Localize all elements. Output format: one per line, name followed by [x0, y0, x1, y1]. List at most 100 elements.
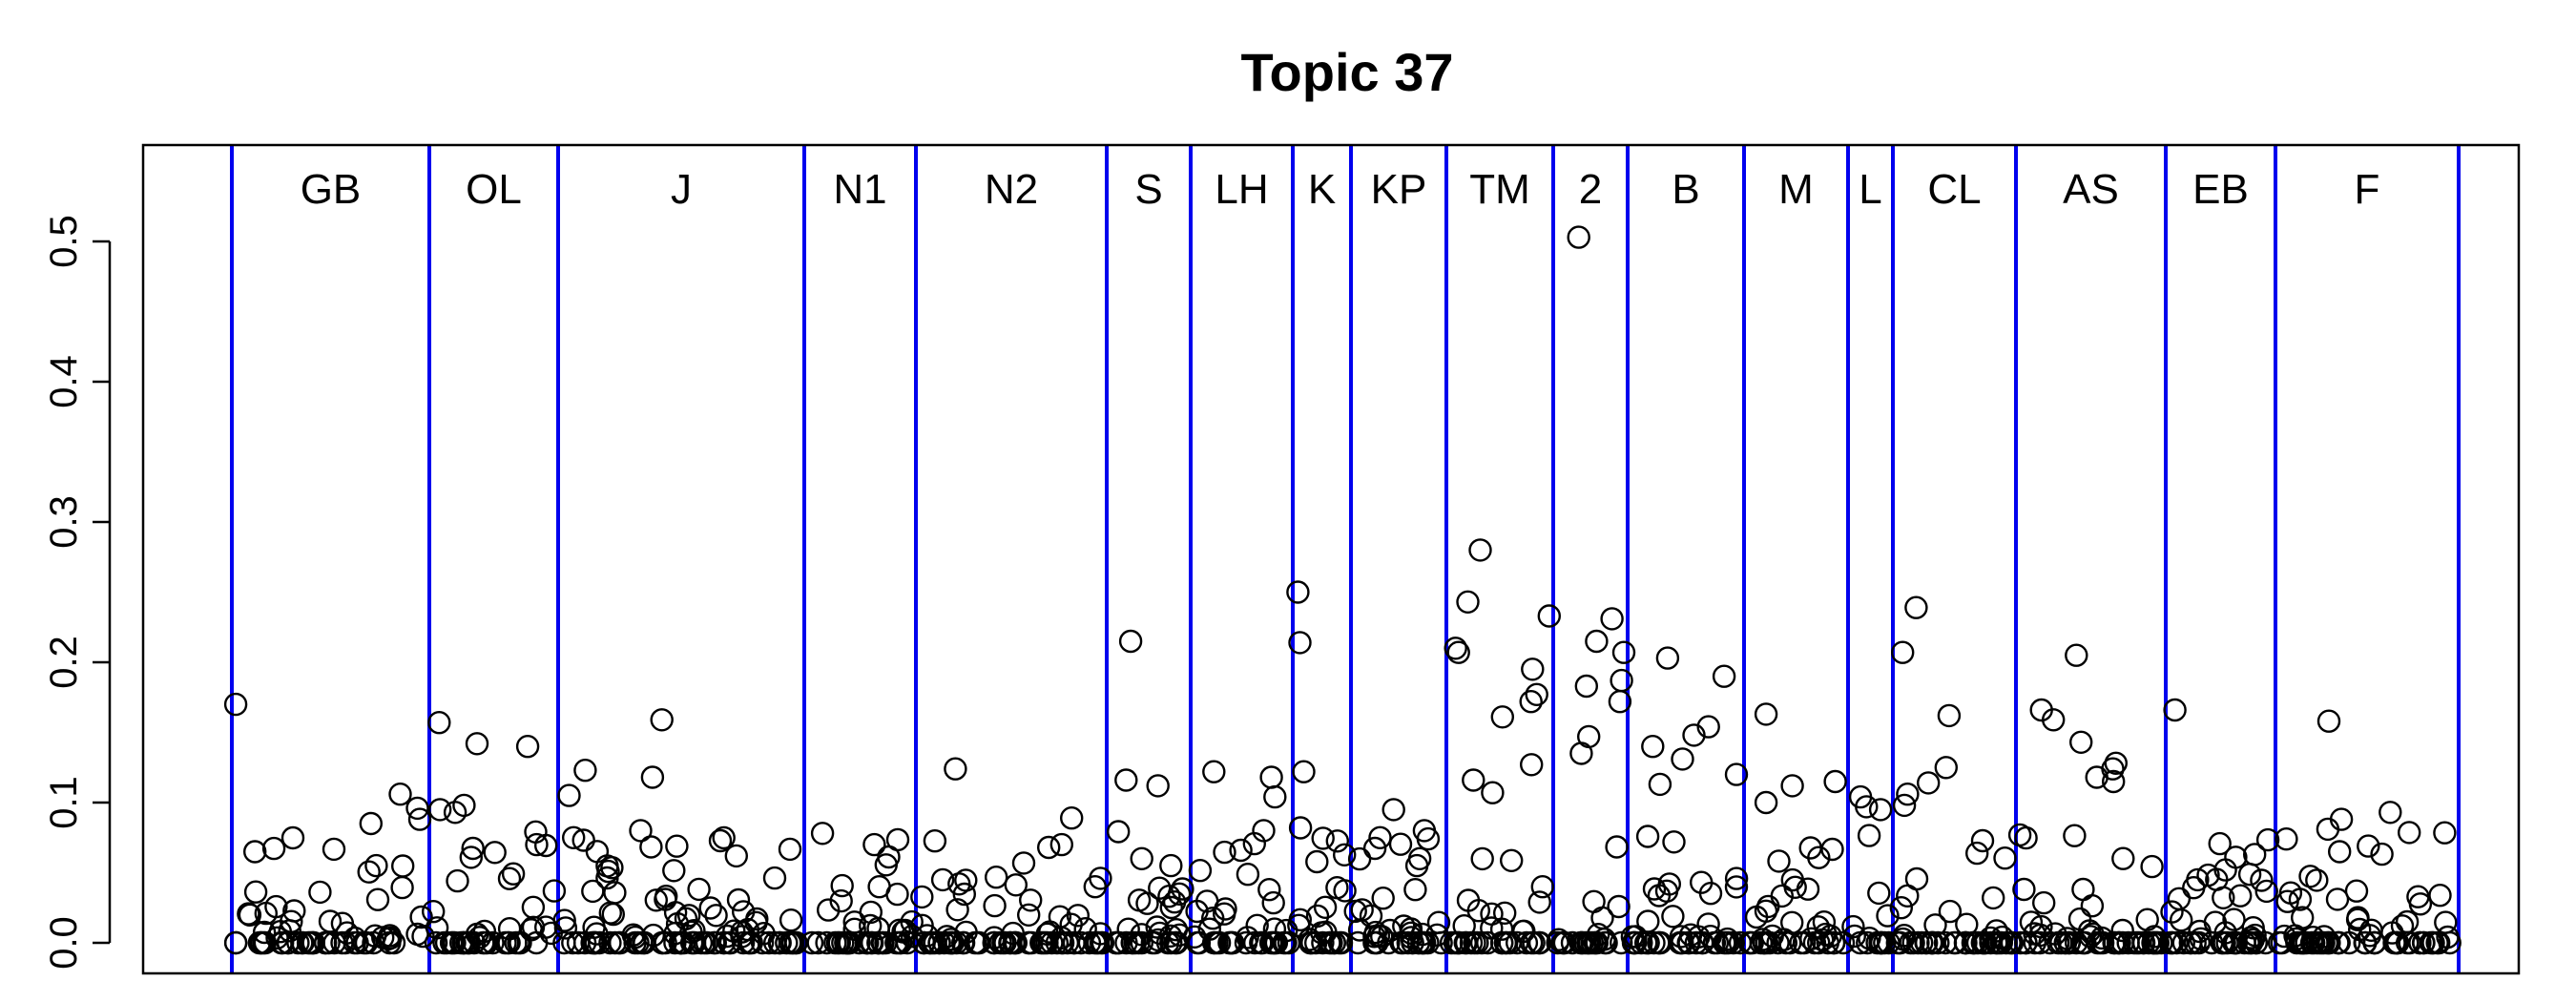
- data-point: [1313, 895, 1338, 919]
- data-point: [2101, 769, 2126, 794]
- data-point: [2433, 821, 2457, 845]
- data-point: [730, 925, 754, 949]
- data-point: [1305, 849, 1329, 874]
- data-point: [583, 930, 607, 955]
- data-point: [308, 880, 332, 905]
- segment-label-lh: LH: [1215, 166, 1268, 213]
- data-point: [1410, 930, 1435, 955]
- data-point: [407, 807, 432, 831]
- data-point: [1984, 930, 2009, 955]
- data-point: [1842, 924, 1867, 949]
- data-point: [762, 866, 787, 890]
- data-point: [1114, 930, 1138, 955]
- data-point: [1004, 873, 1028, 897]
- data-point: [1904, 866, 1929, 891]
- data-point: [1318, 930, 1341, 955]
- data-point: [1525, 682, 1548, 706]
- data-point: [2228, 884, 2253, 908]
- data-point: [1519, 753, 1544, 777]
- data-point: [424, 930, 448, 955]
- data-point: [983, 893, 1007, 918]
- data-point: [457, 930, 481, 955]
- data-point: [422, 900, 446, 924]
- data-point: [2067, 907, 2092, 931]
- data-point: [1993, 846, 2017, 870]
- data-point: [724, 844, 748, 868]
- data-point: [2165, 930, 2189, 955]
- data-point: [856, 930, 880, 955]
- data-point: [1767, 849, 1791, 873]
- data-point: [1311, 826, 1335, 850]
- data-point: [1592, 928, 1616, 951]
- data-point: [1062, 930, 1086, 955]
- data-point: [1970, 828, 1995, 853]
- data-point: [2183, 930, 2207, 955]
- data-point: [1783, 875, 1807, 899]
- data-point: [2085, 765, 2109, 789]
- data-point: [2029, 914, 2053, 939]
- data-point: [1410, 922, 1435, 947]
- data-point: [2327, 930, 2351, 955]
- data-point: [2014, 825, 2038, 850]
- data-point: [566, 930, 591, 955]
- data-point: [2275, 827, 2298, 851]
- data-point: [1468, 538, 1492, 562]
- data-point: [1399, 926, 1423, 950]
- data-point: [330, 911, 355, 935]
- data-point: [223, 692, 248, 717]
- data-point: [1551, 930, 1576, 955]
- data-point: [1018, 888, 1043, 912]
- data-point: [1671, 747, 1694, 771]
- data-point: [1288, 631, 1312, 655]
- data-point: [1242, 930, 1267, 955]
- data-point: [542, 879, 567, 903]
- data-point: [1286, 580, 1310, 604]
- data-point: [1519, 690, 1543, 714]
- data-point: [984, 866, 1008, 889]
- data-point: [1059, 806, 1084, 830]
- segment-label-l: L: [1859, 166, 1881, 213]
- data-point: [2140, 854, 2164, 879]
- data-point: [330, 930, 354, 955]
- data-point: [515, 735, 540, 759]
- data-point: [1569, 741, 1593, 765]
- data-point: [521, 895, 546, 919]
- data-point: [998, 930, 1023, 955]
- data-point: [1567, 225, 1590, 249]
- data-point: [1476, 930, 1500, 955]
- data-point: [810, 822, 835, 845]
- data-point: [497, 917, 522, 941]
- data-point: [927, 930, 951, 955]
- data-point: [665, 834, 689, 858]
- data-point: [1332, 843, 1357, 866]
- data-point: [378, 924, 402, 948]
- data-point: [2316, 709, 2341, 733]
- data-point: [2222, 908, 2246, 931]
- data-point: [1107, 930, 1132, 955]
- data-point: [243, 880, 268, 904]
- data-point: [1636, 930, 1660, 955]
- data-point: [650, 708, 674, 732]
- data-point: [391, 854, 415, 878]
- data-point: [1146, 774, 1170, 798]
- data-point: [1325, 876, 1349, 900]
- data-point: [2362, 930, 2387, 955]
- data-point: [1896, 783, 1920, 806]
- data-point: [1236, 863, 1260, 887]
- data-point: [2072, 930, 2096, 955]
- data-point: [1512, 919, 1536, 943]
- data-point: [1855, 795, 1879, 819]
- data-point: [1823, 769, 1847, 794]
- data-point: [573, 759, 597, 783]
- data-point: [359, 811, 383, 836]
- data-point: [1114, 768, 1138, 792]
- data-point: [847, 930, 871, 955]
- data-point: [1404, 853, 1429, 878]
- data-point: [1388, 832, 1413, 856]
- data-point: [2317, 930, 2341, 955]
- data-point: [2063, 824, 2087, 847]
- data-point: [1453, 930, 1477, 955]
- data-point: [1621, 930, 1646, 955]
- data-point: [674, 907, 698, 930]
- data-point: [1582, 889, 1606, 913]
